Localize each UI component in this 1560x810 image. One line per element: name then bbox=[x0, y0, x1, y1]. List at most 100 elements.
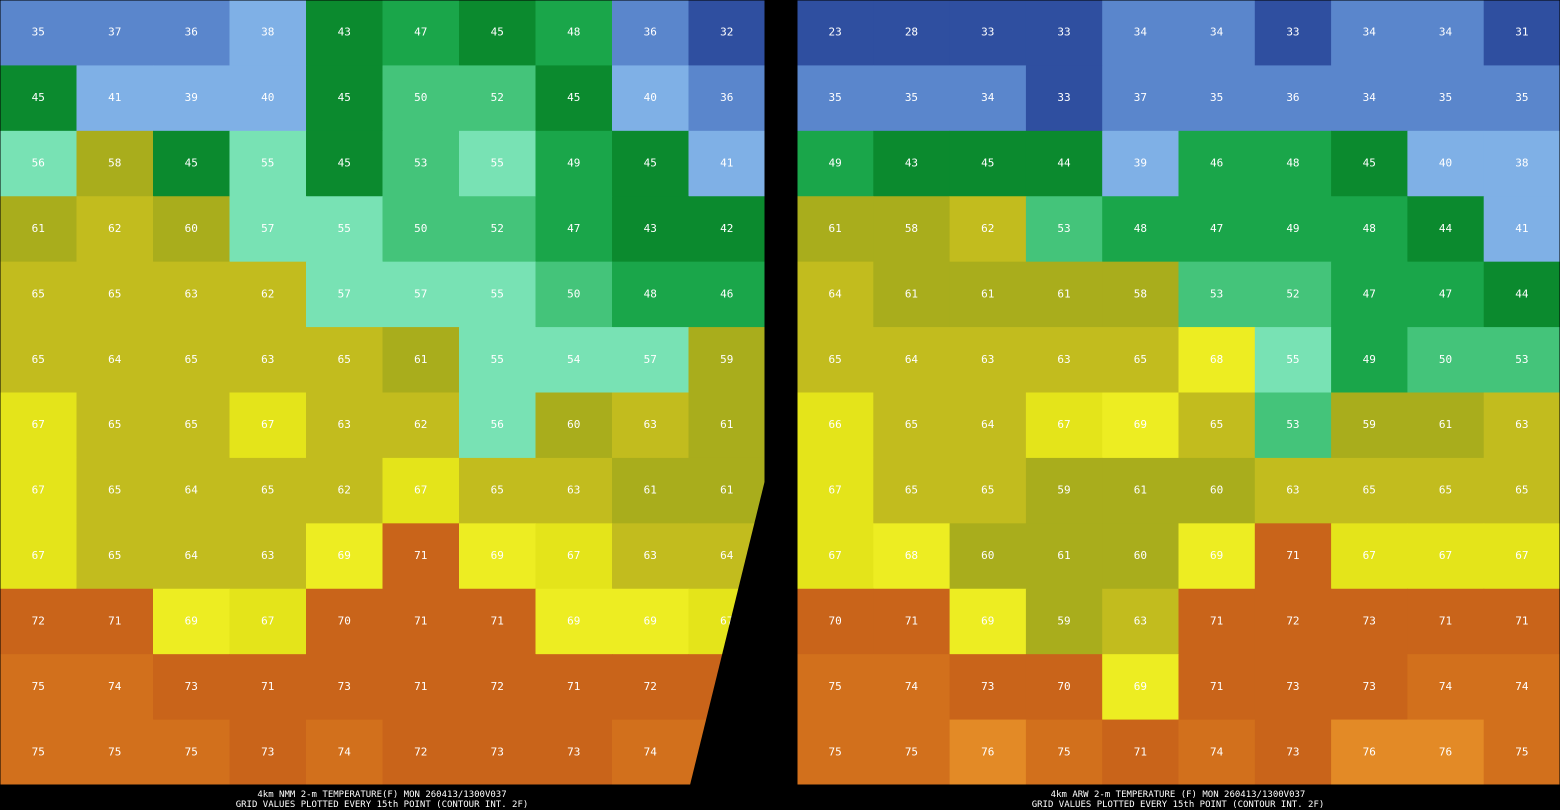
temperature-value: 53 bbox=[1210, 287, 1223, 300]
temperature-cell bbox=[76, 457, 154, 524]
temperature-value: 65 bbox=[829, 353, 842, 366]
temperature-value: 35 bbox=[32, 26, 45, 39]
temperature-cell bbox=[797, 261, 874, 328]
temperature-value: 48 bbox=[1363, 222, 1376, 235]
temperature-cell bbox=[1331, 392, 1408, 459]
temperature-value: 31 bbox=[1515, 26, 1528, 39]
temperature-value: 62 bbox=[338, 484, 351, 497]
temperature-value: 56 bbox=[491, 418, 504, 431]
temperature-cell bbox=[797, 0, 874, 66]
subcaption: GRID VALUES PLOTTED EVERY 15th POINT (CO… bbox=[236, 800, 529, 810]
temperature-value: 55 bbox=[1286, 353, 1299, 366]
temperature-cell bbox=[153, 392, 230, 459]
temperature-value: 35 bbox=[1439, 91, 1452, 104]
temperature-cell bbox=[382, 588, 460, 655]
temperature-cell bbox=[873, 0, 951, 66]
temperature-cell bbox=[382, 65, 460, 132]
temperature-cell bbox=[949, 719, 1027, 786]
temperature-value: 67 bbox=[1363, 549, 1376, 562]
temperature-value: 64 bbox=[185, 484, 199, 497]
temperature-value: 43 bbox=[905, 157, 918, 170]
temperature-value: 65 bbox=[905, 418, 918, 431]
temperature-cell bbox=[382, 392, 460, 459]
temperature-cell bbox=[76, 196, 154, 263]
temperature-cell bbox=[535, 65, 613, 132]
temperature-cell bbox=[306, 392, 383, 459]
temperature-cell bbox=[0, 523, 77, 590]
temperature-value: 61 bbox=[1057, 287, 1070, 300]
temperature-value: 62 bbox=[414, 418, 427, 431]
temperature-cell bbox=[1483, 523, 1560, 590]
temperature-cell bbox=[1178, 523, 1256, 590]
temperature-cell bbox=[1102, 130, 1179, 197]
temperature-value: 49 bbox=[1286, 222, 1299, 235]
temperature-cell bbox=[153, 196, 230, 263]
temperature-value: 65 bbox=[491, 484, 504, 497]
temperature-value: 34 bbox=[1134, 26, 1148, 39]
temperature-value: 53 bbox=[414, 157, 427, 170]
temperature-cell bbox=[153, 65, 230, 132]
temperature-cell bbox=[535, 523, 613, 590]
temperature-value: 42 bbox=[720, 222, 733, 235]
temperature-cell bbox=[1178, 261, 1256, 328]
temperature-cell bbox=[1483, 130, 1560, 197]
temperature-value: 63 bbox=[644, 549, 657, 562]
temperature-value: 45 bbox=[32, 91, 45, 104]
temperature-value: 48 bbox=[1286, 157, 1299, 170]
temperature-cell bbox=[459, 588, 536, 655]
temperature-cell bbox=[0, 130, 77, 197]
temperature-cell bbox=[1102, 719, 1179, 786]
temperature-cell bbox=[1025, 392, 1103, 459]
temperature-value: 57 bbox=[338, 287, 351, 300]
temperature-value: 61 bbox=[981, 287, 994, 300]
temperature-cell bbox=[873, 65, 951, 132]
temperature-value: 67 bbox=[1439, 549, 1452, 562]
temperature-cell bbox=[688, 392, 766, 459]
temperature-value: 65 bbox=[32, 353, 45, 366]
temperature-cell bbox=[873, 327, 951, 393]
temperature-cell bbox=[306, 719, 383, 786]
temperature-value: 50 bbox=[1439, 353, 1452, 366]
temperature-cell bbox=[1407, 0, 1485, 66]
temperature-value: 61 bbox=[1439, 418, 1452, 431]
temperature-value: 68 bbox=[1210, 353, 1223, 366]
temperature-value: 52 bbox=[491, 91, 504, 104]
temperature-cell bbox=[1025, 719, 1103, 786]
temperature-cell bbox=[1178, 457, 1256, 524]
temperature-cell bbox=[0, 588, 77, 655]
temperature-value: 43 bbox=[338, 26, 351, 39]
temperature-value: 71 bbox=[1286, 549, 1299, 562]
temperature-value: 37 bbox=[108, 26, 121, 39]
temperature-cell bbox=[1483, 65, 1560, 132]
temperature-value: 67 bbox=[1515, 549, 1528, 562]
temperature-value: 71 bbox=[905, 614, 918, 627]
temperature-cell bbox=[949, 65, 1027, 132]
temperature-cell bbox=[229, 392, 307, 459]
temperature-cell bbox=[949, 392, 1027, 459]
temperature-cell bbox=[1331, 457, 1408, 524]
temperature-value: 74 bbox=[1515, 680, 1529, 693]
temperature-value: 74 bbox=[108, 680, 122, 693]
temperature-value: 57 bbox=[414, 287, 427, 300]
temperature-value: 46 bbox=[1210, 157, 1223, 170]
temperature-cell bbox=[1178, 65, 1256, 132]
temperature-cell bbox=[1025, 588, 1103, 655]
temperature-cell bbox=[612, 196, 689, 263]
temperature-value: 69 bbox=[981, 614, 994, 627]
temperature-cell bbox=[229, 719, 307, 786]
temperature-cell bbox=[612, 719, 689, 786]
temperature-cell bbox=[1331, 261, 1408, 328]
temperature-cell bbox=[1331, 196, 1408, 263]
temperature-value: 33 bbox=[1057, 91, 1070, 104]
temperature-cell bbox=[612, 65, 689, 132]
temperature-cell bbox=[0, 261, 77, 328]
temperature-value: 61 bbox=[1057, 549, 1070, 562]
temperature-cell bbox=[1483, 0, 1560, 66]
temperature-cell bbox=[76, 654, 154, 721]
temperature-value: 47 bbox=[567, 222, 580, 235]
temperature-cell bbox=[535, 654, 613, 721]
temperature-value: 68 bbox=[905, 549, 918, 562]
temperature-cell bbox=[382, 654, 460, 721]
temperature-value: 61 bbox=[829, 222, 842, 235]
